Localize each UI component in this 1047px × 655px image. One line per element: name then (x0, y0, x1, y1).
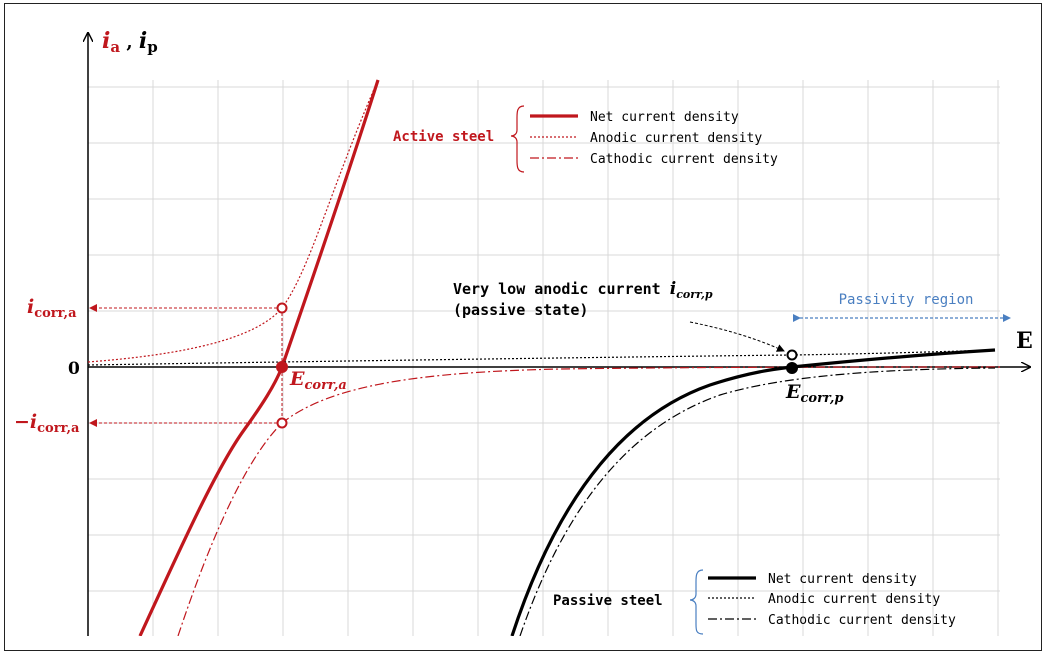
legend-active-item: Net current density (590, 110, 739, 125)
zero-label: 0 (68, 359, 80, 379)
ecorr-p-marker (786, 362, 798, 374)
legend-active-brace (510, 105, 525, 173)
icorr-a-neg-marker (276, 417, 288, 429)
legend-passive-item: Anodic current density (768, 592, 940, 607)
passive-annotation: Very low anodic current icorr,p (passive… (453, 279, 713, 319)
passive-net-curve (510, 348, 996, 636)
legend-active-group-label: Active steel (393, 129, 494, 145)
legend-passive-item: Cathodic current density (768, 613, 956, 628)
icorr-p-marker (786, 349, 798, 361)
icorr-labels: icorr,a −icorr,a Ecorr,a (14, 296, 347, 436)
legend-active-item: Anodic current density (590, 131, 762, 146)
x-axis-label: E (1016, 328, 1033, 354)
passive-cathodic-curve (519, 367, 996, 636)
icorr-a-neg-label: −icorr,a (14, 411, 80, 436)
passive-anodic-curve (88, 349, 996, 366)
y-axis-label: ia , ip (102, 28, 158, 56)
axis-labels: ia , ip E 0 (68, 28, 1033, 379)
ecorr-a-label: Ecorr,a (289, 368, 347, 393)
legend-passive-item: Net current density (768, 572, 917, 587)
icorr-a-pos-marker (276, 302, 288, 314)
passive-markers (689, 321, 798, 374)
legend-active-item: Cathodic current density (590, 152, 778, 167)
legend-passive-group-label: Passive steel (553, 593, 663, 609)
annotation-arrow (689, 321, 785, 352)
legend-passive-brace (689, 569, 704, 635)
annotation-line-2: (passive state) (453, 301, 588, 319)
legend-passive: Passive steel Net current density Anodic… (553, 569, 956, 635)
active-anodic-curve (88, 79, 379, 363)
ecorr-p-label: Ecorr,p (785, 381, 843, 406)
ecorr-a-marker (276, 361, 288, 373)
icorr-construction (89, 302, 288, 429)
legend-active: Active steel Net current density Anodic … (393, 105, 778, 173)
active-net-curve (138, 79, 380, 636)
figure-frame (4, 3, 1042, 651)
annotation-line-1: Very low anodic current icorr,p (453, 279, 713, 301)
curves (88, 79, 1001, 636)
icorr-a-pos-label: icorr,a (27, 296, 77, 321)
passivity-label: Passivity region (839, 292, 974, 308)
passivity-region: Passivity region (793, 292, 1011, 322)
